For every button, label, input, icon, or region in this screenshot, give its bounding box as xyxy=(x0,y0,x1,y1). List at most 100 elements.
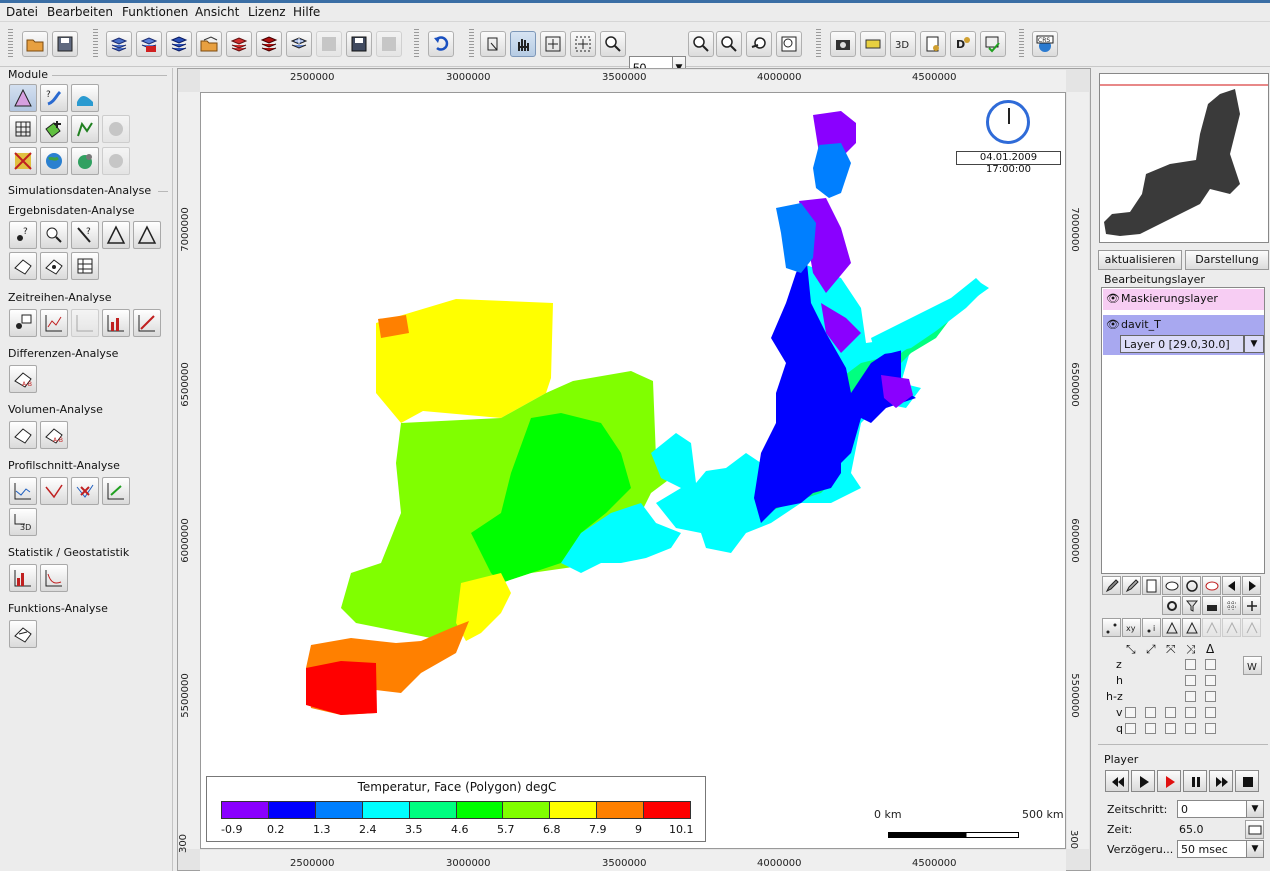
zoom-layer-button[interactable] xyxy=(746,31,772,57)
settings-document-button[interactable] xyxy=(920,31,946,57)
checkbox[interactable] xyxy=(1205,707,1216,718)
open-folder-button[interactable] xyxy=(22,31,48,57)
timeseries-point-button[interactable] xyxy=(9,309,37,337)
next-button[interactable] xyxy=(1242,576,1261,595)
profile-3d-button[interactable]: 3D xyxy=(9,508,37,536)
edit-pencil-button[interactable] xyxy=(1102,576,1121,595)
checkbox[interactable] xyxy=(1205,723,1216,734)
delta-icon[interactable]: Δ xyxy=(1206,642,1215,656)
overview-map[interactable] xyxy=(1099,73,1269,243)
xy-button[interactable]: xy xyxy=(1122,618,1141,637)
triangle-tool-button[interactable] xyxy=(1162,618,1181,637)
display-button[interactable]: Darstellung xyxy=(1185,250,1269,270)
table-query-button[interactable] xyxy=(71,252,99,280)
toolbar-grip[interactable] xyxy=(469,29,474,59)
fast-forward-button[interactable] xyxy=(1209,770,1233,792)
vector-icon[interactable]: ⤢ xyxy=(1146,642,1156,656)
statistics-bar-button[interactable] xyxy=(9,564,37,592)
timestep-select[interactable]: 0 xyxy=(1177,800,1247,818)
timeseries-diagonal-button[interactable] xyxy=(133,309,161,337)
vector-x-icon[interactable]: ⤧ xyxy=(1166,642,1176,656)
profile-delete-button[interactable] xyxy=(71,477,99,505)
fill-tool-button[interactable] xyxy=(1202,596,1221,615)
stop-button[interactable] xyxy=(1235,770,1259,792)
module-wave-button[interactable] xyxy=(71,84,99,112)
properties-button[interactable] xyxy=(1142,576,1161,595)
map-canvas[interactable] xyxy=(200,92,1066,849)
undo-button[interactable] xyxy=(428,31,454,57)
save-as-button[interactable] xyxy=(346,31,372,57)
module-info-button[interactable]: ? xyxy=(40,84,68,112)
menu-ansicht[interactable]: Ansicht xyxy=(195,5,240,19)
layer-mesh-button[interactable] xyxy=(136,31,162,57)
data-gear-button[interactable]: D xyxy=(950,31,976,57)
check-button[interactable] xyxy=(980,31,1006,57)
checkbox[interactable] xyxy=(1145,707,1156,718)
measure-button[interactable] xyxy=(860,31,886,57)
checkbox[interactable] xyxy=(1185,723,1196,734)
timeseries-chart-button[interactable] xyxy=(40,309,68,337)
grid-points-button[interactable] xyxy=(1222,596,1241,615)
geostatistics-button[interactable] xyxy=(40,564,68,592)
difference-button[interactable]: A-B xyxy=(9,365,37,393)
checkbox[interactable] xyxy=(1165,707,1176,718)
zoom-previous-button[interactable] xyxy=(716,31,742,57)
play-button[interactable] xyxy=(1131,770,1155,792)
profile-line-button[interactable] xyxy=(40,477,68,505)
menu-lizenz[interactable]: Lizenz xyxy=(248,5,286,19)
checkbox[interactable] xyxy=(1205,691,1216,702)
prev-button[interactable] xyxy=(1222,576,1241,595)
triangle-outline-button[interactable] xyxy=(133,221,161,249)
layer-darkred-button[interactable] xyxy=(256,31,282,57)
checkbox[interactable] xyxy=(1165,723,1176,734)
polygon-points-button[interactable] xyxy=(40,252,68,280)
layer-item-mask[interactable]: 👁 Maskierungslayer xyxy=(1103,289,1264,310)
checkbox[interactable] xyxy=(1205,659,1216,670)
remove-view-button[interactable] xyxy=(1202,576,1221,595)
wind-button[interactable]: W xyxy=(1243,656,1262,675)
profile-button[interactable] xyxy=(9,477,37,505)
pan-tool-button[interactable] xyxy=(510,31,536,57)
normal-vector-icon[interactable]: ⤡ xyxy=(1126,642,1136,656)
points-button[interactable] xyxy=(1102,618,1121,637)
checkbox[interactable] xyxy=(1185,659,1196,670)
view-button[interactable] xyxy=(1162,576,1181,595)
delay-dropdown[interactable]: ▼ xyxy=(1246,840,1264,858)
module-globe-gear-button[interactable] xyxy=(71,147,99,175)
layer-select-dropdown[interactable]: ▼ xyxy=(1244,335,1264,353)
point-query-button[interactable]: ? xyxy=(9,221,37,249)
edit-pencil-add-button[interactable] xyxy=(1122,576,1141,595)
module-triangle-button[interactable] xyxy=(9,84,37,112)
layer-stack-button[interactable] xyxy=(166,31,192,57)
filter-button[interactable] xyxy=(1182,596,1201,615)
layer-grid-button[interactable] xyxy=(286,31,312,57)
zoom-out-button[interactable] xyxy=(688,31,714,57)
checkbox[interactable] xyxy=(1185,707,1196,718)
checkbox[interactable] xyxy=(1145,723,1156,734)
toolbar-grip[interactable] xyxy=(1019,29,1024,59)
menu-datei[interactable]: Datei xyxy=(6,5,39,19)
circle-tool-button[interactable] xyxy=(1162,596,1181,615)
toolbar-grip[interactable] xyxy=(816,29,821,59)
volume-difference-button[interactable]: A-B xyxy=(40,421,68,449)
zoom-in-button[interactable] xyxy=(600,31,626,57)
module-add-button[interactable] xyxy=(40,115,68,143)
eye-icon[interactable]: 👁 xyxy=(1106,318,1120,331)
checkbox[interactable] xyxy=(1125,723,1136,734)
layer-open-button[interactable] xyxy=(196,31,222,57)
line-query-button[interactable]: ? xyxy=(71,221,99,249)
menu-hilfe[interactable]: Hilfe xyxy=(293,5,321,19)
triangle-info-button[interactable] xyxy=(1182,618,1201,637)
function-analysis-button[interactable] xyxy=(9,620,37,648)
update-button[interactable]: aktualisieren xyxy=(1098,250,1182,270)
checkbox[interactable] xyxy=(1125,707,1136,718)
module-nodes-button[interactable] xyxy=(71,115,99,143)
save-button[interactable] xyxy=(52,31,78,57)
toolbar-grip[interactable] xyxy=(8,29,13,59)
timestep-dropdown[interactable]: ▼ xyxy=(1246,800,1264,818)
module-grid-button[interactable] xyxy=(9,115,37,143)
vector-s-icon[interactable]: ⤨ xyxy=(1186,642,1196,656)
magnify-query-button[interactable] xyxy=(40,221,68,249)
refresh-button[interactable] xyxy=(1182,576,1201,595)
toolbar-grip[interactable] xyxy=(414,29,419,59)
